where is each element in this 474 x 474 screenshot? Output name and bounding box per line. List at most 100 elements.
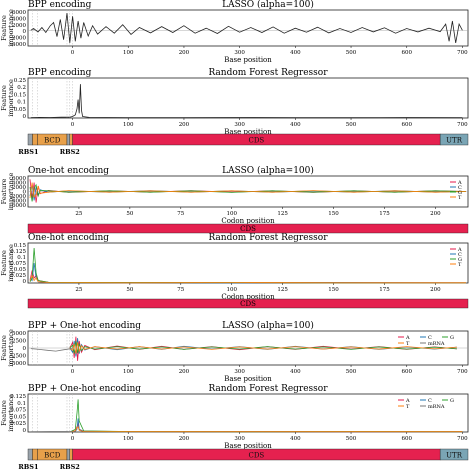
x-axis-label: Base position [224,375,272,383]
legend-label: A [405,398,410,404]
y-tick-label: 2000 [12,23,26,29]
y-tick-label: 6000 [12,176,26,182]
y-axis-label: Feature [0,15,8,41]
plot-frame [27,9,469,47]
x-tick-label: 100 [123,122,134,128]
series-line-importance [30,13,463,43]
x-tick-label: 75 [177,211,184,217]
track-segment [66,448,70,461]
legend-label: G [458,257,462,263]
x-tick-label: 25 [75,287,82,293]
x-tick-label: 600 [401,436,412,442]
x-tick-label: 100 [123,436,134,442]
x-tick-label: 700 [457,369,468,375]
cds-bar [27,223,469,234]
y-axis-label: Feature [0,335,8,361]
x-axis-label: Codon position [221,217,275,225]
cds-track: CDS [27,223,469,234]
y-axis-label: importance [7,9,15,47]
x-tick-label: 200 [179,50,190,56]
legend-label: C [458,185,462,191]
y-tick-label: -4000 [10,42,26,48]
x-tick-label: 200 [179,436,190,442]
x-tick-label: 200 [179,122,190,128]
annotation-track: BCD CDS UTR RBS1 RBS2 [18,133,469,156]
plot-frame [27,393,469,433]
legend-label: C [428,335,432,341]
x-tick-label: 700 [457,436,468,442]
legend-label: A [457,180,462,186]
panel-model-title: LASSO (alpha=100) [222,0,314,10]
x-tick-label: 100 [123,50,134,56]
legend-label: T [458,262,462,268]
x-tick-label: 75 [177,287,184,293]
y-axis-label: importance [7,329,15,367]
y-tick-label: 0.15 [14,243,27,249]
panel-encoding-title: BPP encoding [28,0,92,10]
x-tick-label: 300 [234,369,245,375]
series-line-mRNA [30,347,73,352]
x-tick-label: 600 [401,369,412,375]
y-axis-label: importance [7,394,15,432]
track-segment-label: CDS [248,137,264,145]
y-tick-label: 0.075 [10,408,26,414]
y-tick-label: 0.025 [10,273,26,279]
y-tick-label: -6000 [10,203,26,209]
legend-label: A [457,247,462,253]
y-tick-label: 0 [23,346,27,352]
x-tick-label: 500 [346,50,357,56]
x-tick-label: 150 [328,287,339,293]
x-tick-label: 400 [290,436,301,442]
y-axis-label: Feature [0,179,8,205]
legend-label: C [428,398,432,404]
x-tick-label: 150 [328,211,339,217]
cds-track: CDS [27,298,469,309]
x-tick-label: 100 [226,211,237,217]
legend-label: C [458,252,462,258]
y-tick-label: 0 [23,29,27,35]
chart-panel-4: One-hot encoding Random Forest Regressor F… [0,233,469,301]
x-tick-label: 50 [126,287,133,293]
x-axis-label: Base position [224,56,272,64]
x-axis-label: Base position [224,442,272,450]
y-tick-label: 0.15 [14,92,27,98]
legend-label: T [406,341,410,347]
x-tick-label: 300 [234,50,245,56]
legend-label: mRNA [428,341,445,347]
series-line-importance [30,84,463,119]
cds-bar [27,298,469,309]
y-tick-label: 0.125 [10,249,26,255]
x-tick-label: 700 [457,50,468,56]
chart-panel-1: BPP encoding LASSO (alpha=100) Feature impo… [0,0,469,64]
plot-frame [27,77,469,119]
x-tick-label: 400 [290,50,301,56]
x-tick-label: 500 [346,369,357,375]
x-tick-label: 0 [71,436,75,442]
track-segment [27,133,33,146]
chart-panel-6: BPP + One-hot encoding Random Forest Regr… [0,384,469,450]
y-tick-label: 0.05 [14,414,27,420]
y-tick-label: -2000 [10,36,26,42]
legend: A C G T mRNA [398,398,454,410]
y-tick-label: 0.05 [14,267,27,273]
x-tick-label: 300 [234,436,245,442]
panel-model-title: Random Forest Regressor [208,68,328,78]
track-segment-label: UTR [446,452,463,460]
chart-panel-2: BPP encoding Random Forest Regressor Featu… [0,68,469,136]
panel-model-title: Random Forest Regressor [208,233,328,243]
y-tick-label: 2500 [12,339,26,345]
series-line-T [69,425,463,433]
track-segment [66,133,70,146]
x-axis-label: Base position [224,128,272,136]
y-tick-label: -4000 [10,199,26,205]
panel-encoding-title: BPP + One-hot encoding [28,384,141,394]
x-tick-label: 400 [290,369,301,375]
x-tick-label: 600 [401,50,412,56]
x-tick-label: 0 [71,369,75,375]
y-tick-label: 0.075 [10,261,26,267]
y-tick-label: 0 [23,279,27,285]
series-line-G [69,340,457,354]
series-line-T [29,182,467,199]
y-axis-label: importance [7,79,15,117]
